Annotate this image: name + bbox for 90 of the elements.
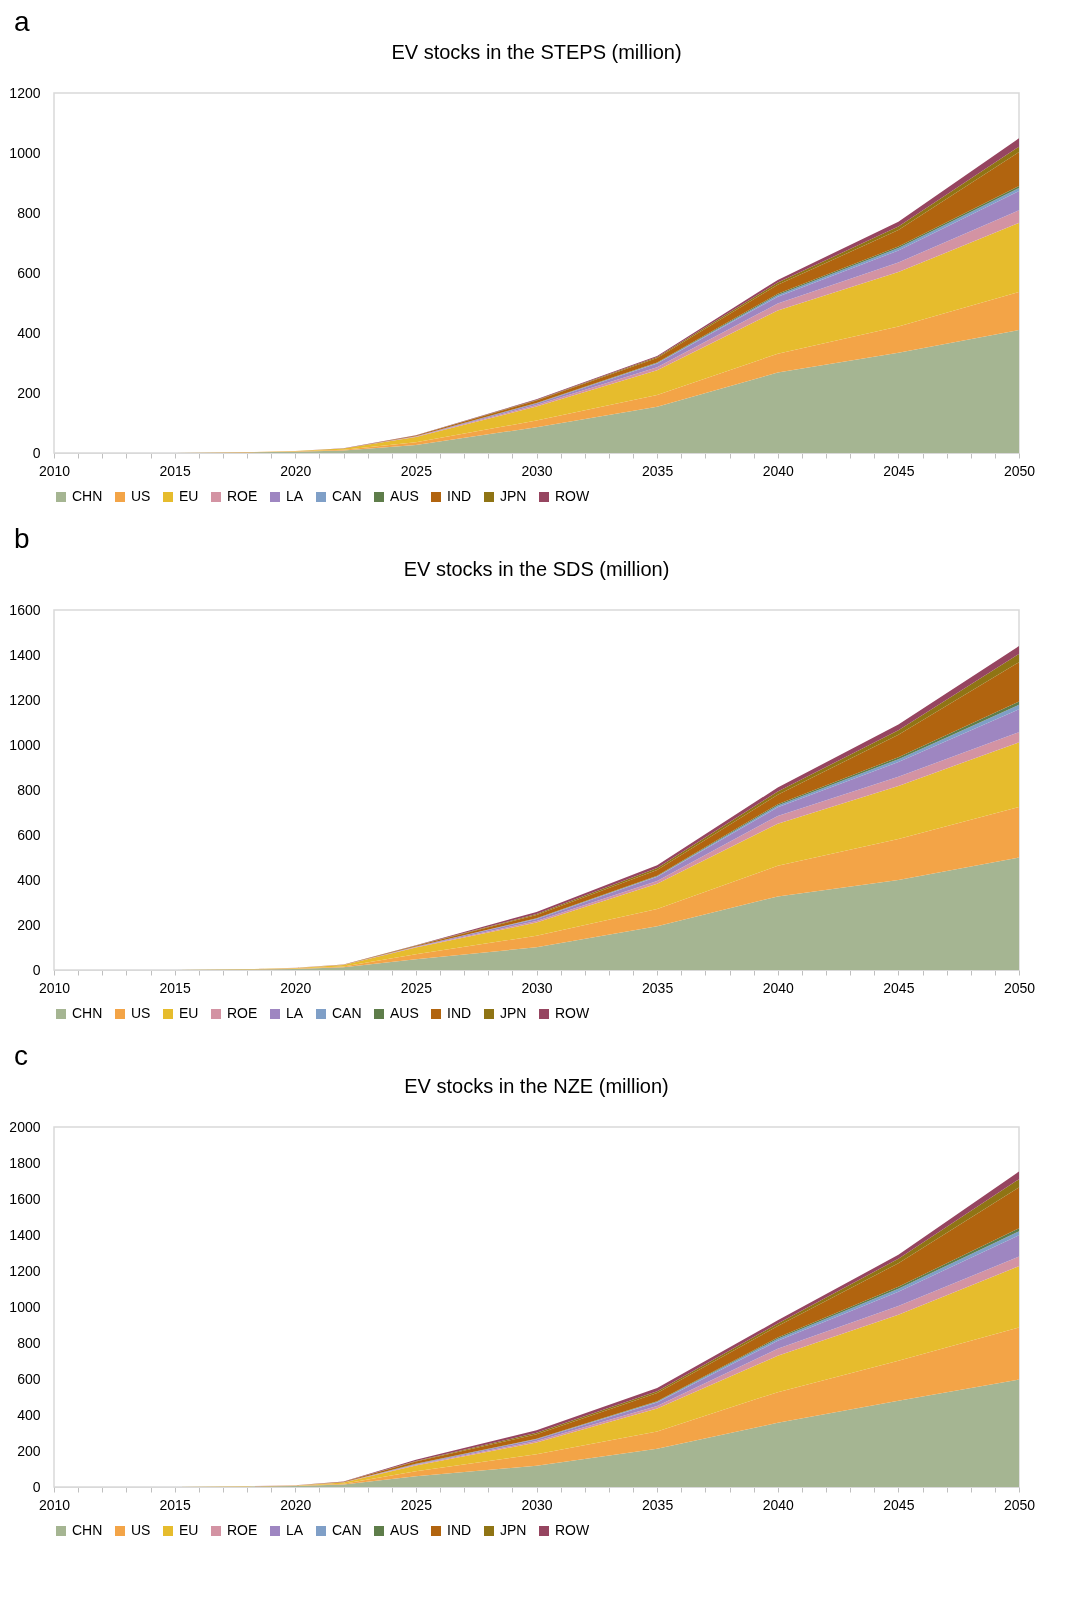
x-tick-label: 2025 xyxy=(400,1496,433,1513)
chart-title: EV stocks in the SDS (million) xyxy=(403,558,670,580)
y-tick-label: 400 xyxy=(17,871,41,888)
y-tick-label: 600 xyxy=(17,264,41,281)
legend-label: US xyxy=(131,1005,151,1021)
legend-label: US xyxy=(131,1522,151,1538)
y-tick-label: 1200 xyxy=(9,84,41,101)
legend-label: ROW xyxy=(555,488,590,504)
chart-title: EV stocks in the NZE (million) xyxy=(404,1075,669,1097)
legend-label: ROW xyxy=(555,1522,590,1538)
legend-label: EU xyxy=(179,488,199,504)
x-tick-label: 2020 xyxy=(280,462,312,479)
legend-label: AUS xyxy=(390,1005,419,1021)
x-tick-label: 2010 xyxy=(38,979,71,996)
legend-label: CHN xyxy=(72,488,103,504)
legend-label: US xyxy=(131,488,151,504)
y-tick-label: 1200 xyxy=(9,1262,41,1279)
y-tick-label: 1600 xyxy=(9,601,41,618)
y-tick-label: 600 xyxy=(17,1370,41,1387)
legend-label: ROE xyxy=(227,488,258,504)
legend-label: CAN xyxy=(332,1005,362,1021)
y-tick-label: 400 xyxy=(17,324,41,341)
x-tick-label: 2040 xyxy=(762,462,795,479)
y-tick-label: 0 xyxy=(32,1478,41,1495)
y-tick-label: 1200 xyxy=(9,691,41,708)
y-tick-label: 0 xyxy=(32,961,41,978)
x-tick-label: 2030 xyxy=(521,979,553,996)
y-tick-label: 200 xyxy=(17,384,41,401)
y-tick-label: 1000 xyxy=(9,736,41,753)
legend-label: JPN xyxy=(500,488,527,504)
x-tick-label: 2050 xyxy=(1003,1496,1036,1513)
legend-label: LA xyxy=(286,488,304,504)
legend-label: IND xyxy=(447,488,472,504)
y-tick-label: 0 xyxy=(32,444,41,461)
x-tick-label: 2015 xyxy=(159,979,191,996)
legend-label: JPN xyxy=(500,1522,527,1538)
legend-label: LA xyxy=(286,1522,304,1538)
y-tick-label: 2000 xyxy=(9,1118,41,1135)
y-tick-label: 800 xyxy=(17,204,41,221)
legend-label: IND xyxy=(447,1522,472,1538)
legend-label: ROE xyxy=(227,1522,258,1538)
text: b xyxy=(14,523,30,554)
legend-label: ROW xyxy=(555,1005,590,1021)
x-tick-label: 2050 xyxy=(1003,979,1036,996)
x-tick-label: 2010 xyxy=(38,1496,71,1513)
x-tick-label: 2050 xyxy=(1003,462,1036,479)
y-tick-label: 1600 xyxy=(9,1190,41,1207)
text: a xyxy=(14,6,30,37)
y-tick-label: 600 xyxy=(17,826,41,843)
legend-label: EU xyxy=(179,1522,199,1538)
x-tick-label: 2035 xyxy=(642,462,674,479)
x-tick-label: 2030 xyxy=(521,1496,553,1513)
y-tick-label: 1000 xyxy=(9,144,41,161)
legend-label: LA xyxy=(286,1005,304,1021)
x-tick-label: 2045 xyxy=(883,979,915,996)
legend-label: JPN xyxy=(500,1005,527,1021)
legend-label: CAN xyxy=(332,488,362,504)
legend-label: IND xyxy=(447,1005,472,1021)
legend-label: AUS xyxy=(390,488,419,504)
x-tick-label: 2025 xyxy=(400,979,433,996)
y-tick-label: 200 xyxy=(17,916,41,933)
x-tick-label: 2020 xyxy=(280,1496,312,1513)
legend-label: ROE xyxy=(227,1005,258,1021)
y-tick-label: 800 xyxy=(17,781,41,798)
x-tick-label: 2020 xyxy=(280,979,312,996)
x-tick-label: 2035 xyxy=(642,979,674,996)
x-tick-label: 2015 xyxy=(159,462,191,479)
x-tick-label: 2040 xyxy=(762,979,795,996)
legend-label: CHN xyxy=(72,1522,103,1538)
x-tick-label: 2040 xyxy=(762,1496,795,1513)
y-tick-label: 200 xyxy=(17,1442,41,1459)
y-tick-label: 1800 xyxy=(9,1154,41,1171)
y-tick-label: 800 xyxy=(17,1334,41,1351)
x-tick-label: 2045 xyxy=(883,1496,915,1513)
x-tick-label: 2045 xyxy=(883,462,915,479)
legend-label: EU xyxy=(179,1005,199,1021)
legend-label: AUS xyxy=(390,1522,419,1538)
x-tick-label: 2035 xyxy=(642,1496,674,1513)
text: c xyxy=(14,1040,28,1071)
legend-label: CHN xyxy=(72,1005,103,1021)
x-tick-label: 2025 xyxy=(400,462,433,479)
chart-title: EV stocks in the STEPS (million) xyxy=(391,41,682,63)
legend-label: CAN xyxy=(332,1522,362,1538)
x-tick-label: 2015 xyxy=(159,1496,191,1513)
y-tick-label: 1000 xyxy=(9,1298,41,1315)
y-tick-label: 400 xyxy=(17,1406,41,1423)
y-tick-label: 1400 xyxy=(9,646,41,663)
x-tick-label: 2010 xyxy=(38,462,71,479)
x-tick-label: 2030 xyxy=(521,462,553,479)
y-tick-label: 1400 xyxy=(9,1226,41,1243)
